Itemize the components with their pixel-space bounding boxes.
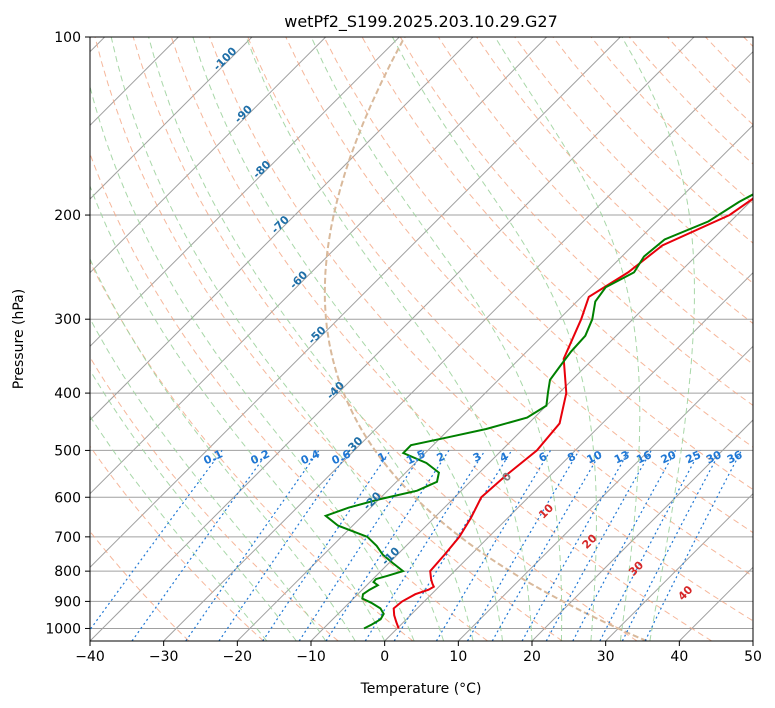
- x-tick-label: 50: [744, 649, 762, 665]
- isotherm-line: [384, 271, 753, 641]
- dry-adiabat-line: [94, 37, 563, 641]
- x-tick-label: −40: [75, 649, 105, 665]
- dry-adiabat-line: [514, 37, 753, 284]
- dry-adiabat-line: [285, 37, 753, 534]
- mixing-ratio-line: [364, 450, 486, 641]
- temperature-profile-line: [392, 197, 753, 629]
- data-layer: [323, 193, 753, 630]
- y-tick-label: 1000: [45, 621, 81, 637]
- mixing-ratio-label: 16: [634, 448, 654, 466]
- mixing-ratio-line: [90, 450, 223, 631]
- y-axis-label: Pressure (hPa): [11, 289, 27, 389]
- x-tick-label: −30: [149, 649, 179, 665]
- y-tick-label: 200: [54, 208, 81, 224]
- mixing-ratio-line: [572, 450, 677, 641]
- isotherm-line: [605, 492, 753, 641]
- moist-adiabat-line: [245, 37, 533, 641]
- y-tick-label: 900: [54, 594, 81, 610]
- mixing-ratio-line: [131, 450, 270, 641]
- mixing-ratio-label: 10: [585, 448, 605, 466]
- moist-adiabat-line: [192, 37, 503, 641]
- x-tick-label: −10: [296, 649, 326, 665]
- moist-adiabat-line: [90, 369, 297, 641]
- mixing-ratio-line: [545, 450, 652, 641]
- moist-adiabat-line: [621, 37, 695, 641]
- mixing-ratio-label: 30: [704, 448, 724, 466]
- x-tick-label: 30: [597, 649, 615, 665]
- isotherm-line: [90, 37, 400, 348]
- dewpoint-profile-line: [323, 193, 753, 630]
- isotherm-line: [90, 37, 695, 641]
- y-tick-label: 100: [54, 30, 81, 46]
- mixing-ratio-label: 20: [659, 448, 679, 466]
- mixing-ratio-line: [621, 450, 722, 641]
- mixing-ratio-line: [599, 450, 701, 641]
- mixing-ratio-line: [435, 450, 552, 641]
- isotherm-line: [163, 50, 753, 641]
- isotherm-line: [90, 37, 253, 200]
- moist-adiabat-line: [148, 37, 474, 641]
- y-tick-label: 700: [54, 530, 81, 546]
- moist-adiabat-line: [110, 37, 445, 641]
- y-tick-label: 800: [54, 564, 81, 580]
- mixing-ratio-line: [466, 450, 580, 641]
- y-tick-label: 500: [54, 443, 81, 459]
- moist-adiabat-line: [310, 37, 563, 641]
- mixing-ratio-line: [491, 450, 603, 641]
- chart-title: wetPf2_S199.2025.203.10.29.G27: [284, 12, 558, 32]
- mixing-ratio-label: 36: [725, 448, 745, 466]
- x-axis-label: Temperature (°C): [360, 681, 482, 697]
- mixing-ratio-line: [298, 450, 425, 641]
- moist-adiabat-line: [90, 415, 268, 641]
- y-tick-label: 400: [54, 386, 81, 402]
- mixing-ratio-line: [644, 450, 743, 641]
- axis-layer: −40 −30 −20 −10 0 10 20 30 40 50 100 200 300 400 500 60…: [45, 30, 762, 665]
- isotherm-line: [90, 37, 474, 421]
- dry-adiabat-line: [132, 37, 638, 641]
- plot-frame: [89, 36, 754, 642]
- dry-adiabat-line: [209, 37, 753, 622]
- x-tick-label: 20: [523, 649, 541, 665]
- moist-adiabat-line: [391, 37, 597, 641]
- dry-adiabat-line: [247, 37, 753, 577]
- isotherm-line: [236, 124, 753, 641]
- x-tick-label: 10: [449, 649, 467, 665]
- x-tick-label: 0: [380, 649, 389, 665]
- dry-adiabat-line: [90, 445, 264, 641]
- dry-adiabat-line: [476, 37, 753, 325]
- grid-layer: [90, 37, 753, 641]
- dry-adiabat-line: [170, 37, 712, 641]
- x-tick-label: 40: [670, 649, 688, 665]
- dry-adiabat-line: [323, 37, 753, 491]
- isotherm-line: [90, 37, 548, 495]
- mixing-ratio-line: [325, 450, 450, 641]
- mixing-ratio-label: 13: [612, 448, 631, 466]
- x-tick-label: −20: [223, 649, 253, 665]
- mixing-ratio-line: [521, 450, 630, 641]
- moist-adiabat-line: [90, 257, 356, 641]
- isotherm-line: [90, 37, 621, 569]
- mixing-ratio-label: 25: [684, 448, 703, 466]
- y-tick-label: 300: [54, 312, 81, 328]
- moist-adiabat-line: [494, 37, 641, 641]
- moist-adiabat-line: [90, 184, 386, 641]
- isotherm-line: [90, 37, 327, 274]
- y-tick-label: 600: [54, 490, 81, 506]
- moist-adiabat-line: [90, 317, 327, 641]
- reference-curve: [323, 37, 648, 641]
- dry-adiabat-line: [90, 260, 414, 641]
- mixing-ratio-line: [393, 450, 513, 641]
- moist-adiabat-line: [90, 84, 415, 641]
